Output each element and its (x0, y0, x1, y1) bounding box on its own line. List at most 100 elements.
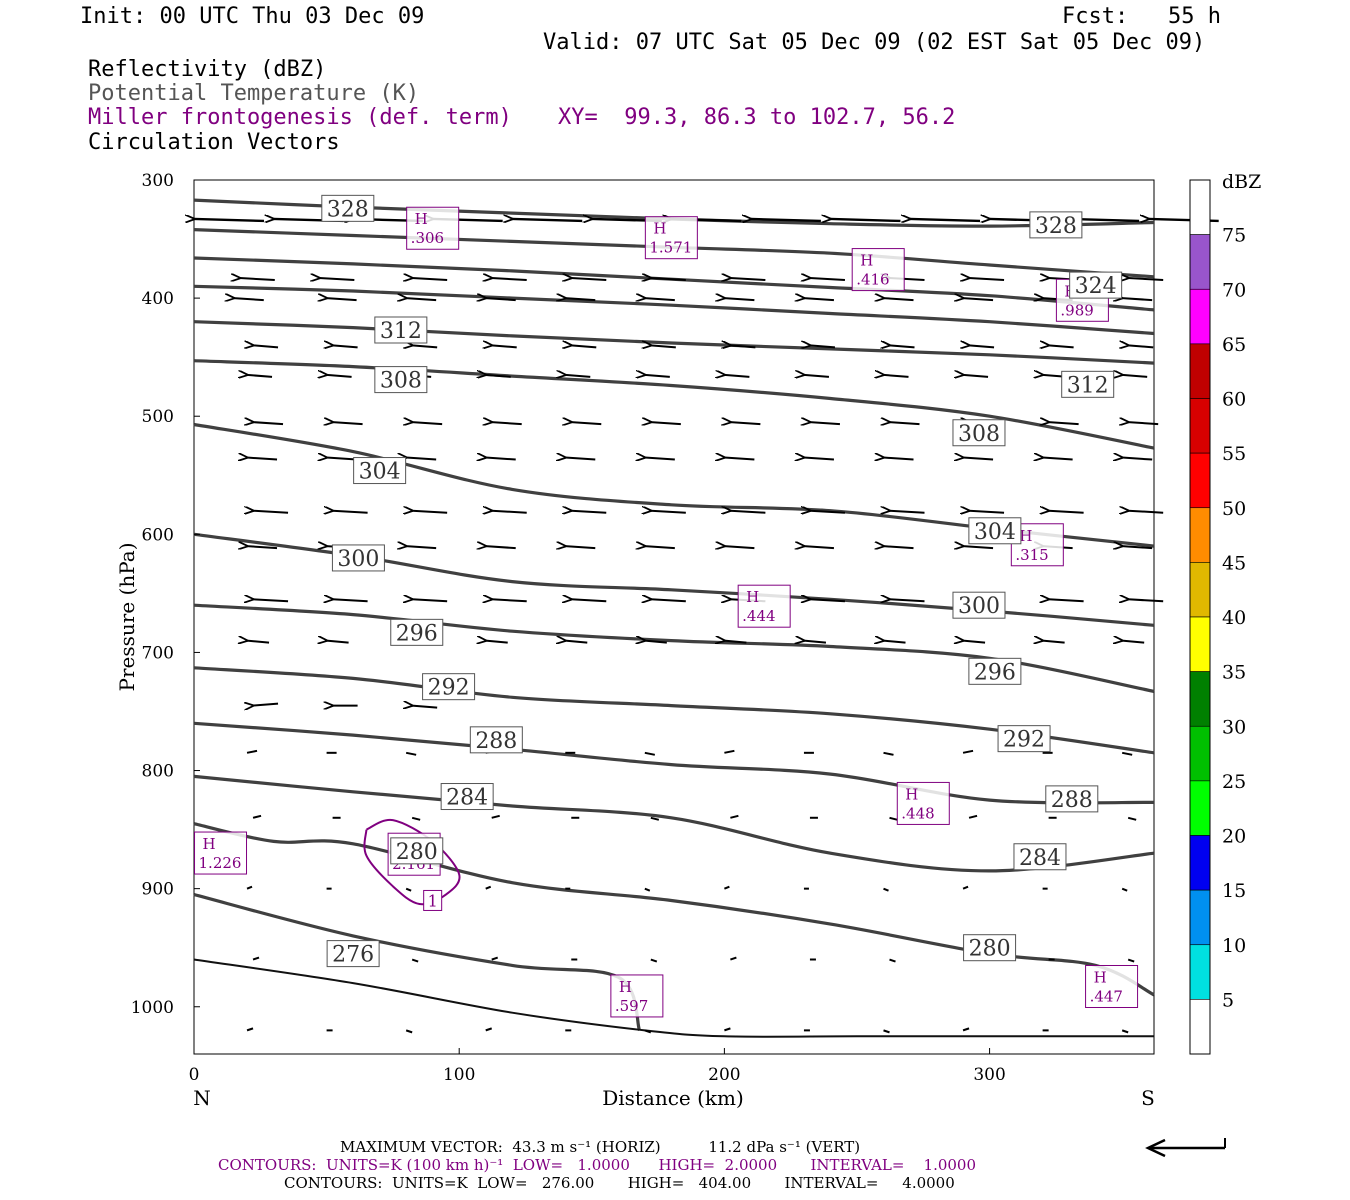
y-axis-label: Pressure (hPa) (115, 543, 139, 692)
field-reflectivity: Reflectivity (dBZ) (88, 57, 327, 82)
max-value: .444 (742, 607, 775, 625)
max-box (610, 974, 664, 1018)
circulation-vectors (194, 219, 1219, 1034)
vector-arrow (810, 422, 841, 424)
y-tick-label: 400 (142, 289, 174, 309)
theta-label-box (968, 517, 1022, 545)
valid-time: Valid: 07 UTC Sat 05 Dec 09 (02 EST Sat … (543, 30, 1206, 55)
vector-arrow (884, 375, 909, 377)
vector-arrow (969, 278, 1005, 280)
colorbar-swatch (1189, 944, 1211, 1000)
frontogenesis-max-9: H.597 (610, 974, 664, 1018)
vector-arrow (724, 298, 755, 300)
vector-arrow (246, 749, 258, 754)
max-value: .447 (1090, 987, 1123, 1005)
max-value: 1.571 (649, 239, 692, 257)
vector-arrow (327, 641, 349, 643)
theta-label-text: 288 (1051, 788, 1093, 813)
vector-arrow (333, 422, 363, 424)
theta-label-text: 296 (974, 660, 1016, 685)
vector-arrow (486, 375, 511, 377)
colorbar-swatch (1189, 671, 1211, 727)
max-box (406, 206, 460, 250)
colorbar-level-label: 75 (1222, 225, 1246, 247)
vector-arrow (234, 298, 264, 300)
vector-arrow (969, 511, 1005, 513)
colorbar-swatch (1189, 179, 1211, 235)
vector-arrow (253, 511, 289, 513)
vector-arrow (1128, 422, 1159, 424)
vector-arrow (412, 345, 438, 347)
x-tick-label: 200 (708, 1065, 740, 1085)
max-value: .315 (1015, 546, 1048, 564)
theta-label-324: 324 (1069, 271, 1123, 299)
vector-arrow (1122, 458, 1153, 460)
vector-arrow (645, 641, 667, 643)
theta-label-text: 304 (974, 520, 1016, 545)
vector-arrow (804, 458, 835, 460)
vector-arrow (883, 751, 894, 756)
vector-arrow (963, 298, 994, 300)
vector-arrow (492, 345, 517, 347)
vector-arrow (491, 956, 499, 961)
vector-arrow (333, 345, 358, 347)
theta-label-text: 308 (958, 422, 1000, 447)
max-label: H (905, 785, 918, 803)
vector-arrow (571, 345, 597, 347)
theta-label-box (469, 726, 523, 754)
colorbar-level-label: 60 (1222, 389, 1246, 411)
theta-label-text: 308 (380, 369, 422, 394)
theta-label-box (326, 940, 380, 968)
theta-label-296: 296 (968, 657, 1022, 685)
axes: 300 400 500 600 700 800 900 1000 0 100 200 300 (131, 171, 1006, 1085)
vector-arrow (1122, 641, 1145, 643)
theta-label-box (1061, 370, 1115, 398)
theta-label-box (1045, 785, 1099, 813)
theta-label-box (353, 457, 407, 485)
vector-arrow (253, 599, 289, 601)
vector-arrow (810, 599, 846, 601)
vector-arrow (651, 345, 676, 347)
vector-arrow (890, 599, 925, 601)
max-label: H (203, 835, 216, 853)
theta-label-text: 288 (475, 729, 517, 754)
vector-arrow (963, 641, 986, 643)
vector-arrow (804, 641, 827, 643)
x-tick-label: 0 (189, 1065, 200, 1085)
vector-arrow (730, 814, 739, 819)
colorbar-level-label: 15 (1222, 880, 1246, 902)
vector-arrow (1049, 599, 1084, 601)
vector-arrow (804, 298, 835, 300)
colorbar-level-label: 10 (1222, 935, 1246, 957)
vector-arrow (645, 546, 675, 548)
colorbar-swatch (1189, 999, 1211, 1055)
vector-arrow (412, 278, 448, 280)
vector-arrow (1049, 422, 1079, 424)
vector-arrow (751, 219, 821, 221)
theta-contour-312 (193, 320, 1155, 365)
vector-arrow (651, 599, 686, 601)
theta-label-text: 300 (337, 547, 379, 572)
vector-arrow (247, 458, 278, 460)
theta-label-box (440, 783, 494, 811)
y-tick-label: 500 (142, 407, 174, 427)
theta-contour-308 (193, 359, 1155, 450)
vector-arrow (1043, 641, 1065, 643)
vector-arrow (724, 375, 750, 377)
vector-arrow (890, 511, 925, 513)
max-box (644, 216, 698, 260)
theta-label-288: 288 (1045, 785, 1099, 813)
theta-label-text: 328 (327, 197, 369, 222)
theta-label-box (390, 618, 444, 646)
vector-arrow (406, 458, 437, 460)
vector-arrow (810, 511, 846, 513)
vector-arrow (492, 599, 527, 601)
vector-arrow (247, 375, 273, 377)
max-value: .597 (615, 997, 648, 1015)
vector-arrow (565, 298, 596, 300)
theta-label-280: 280 (963, 934, 1017, 962)
vector-arrow (405, 751, 417, 756)
theta-label-box (390, 837, 444, 865)
x-tick-label: 100 (443, 1065, 475, 1085)
frontogenesis-max-2: H.416 (851, 248, 905, 292)
